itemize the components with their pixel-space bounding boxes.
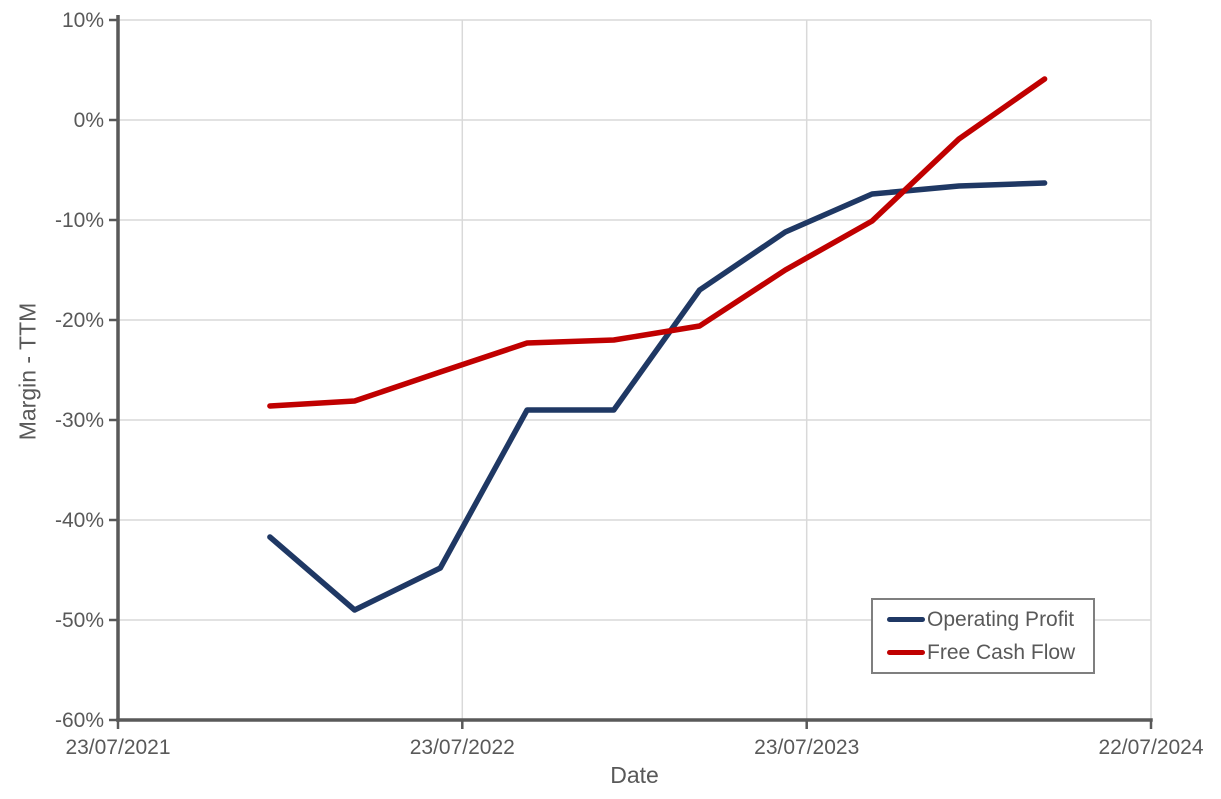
legend-entry-operating-profit: Operating Profit [887,607,1093,633]
y-tick-label: -50% [55,609,104,632]
y-tick-label: 10% [62,9,104,32]
y-tick-label: 0% [74,109,104,132]
legend-label-free-cash-flow: Free Cash Flow [927,640,1076,664]
legend-label-operating-profit: Operating Profit [927,607,1075,631]
legend-line-swatch-operating-profit [887,616,925,623]
x-axis-title: Date [610,762,659,788]
x-tick-label: 23/07/2023 [754,736,859,759]
y-tick-label: -60% [55,709,104,732]
y-tick-label: -40% [55,509,104,532]
x-tick-label: 23/07/2022 [410,736,515,759]
y-tick-label: -30% [55,409,104,432]
series-line-free-cash-flow [267,76,1048,409]
y-axis-title: Margin - TTM [14,302,41,441]
y-tick-label: -20% [55,309,104,332]
x-tick-label: 22/07/2024 [1098,736,1203,759]
x-tick-label: 23/07/2021 [65,736,170,759]
legend-entry-free-cash-flow: Free Cash Flow [887,640,1093,666]
y-tick-label: -10% [55,209,104,232]
legend: Operating Profit Free Cash Flow [871,598,1095,674]
legend-line-swatch-free-cash-flow [887,649,925,656]
series-line-operating-profit [267,180,1048,613]
